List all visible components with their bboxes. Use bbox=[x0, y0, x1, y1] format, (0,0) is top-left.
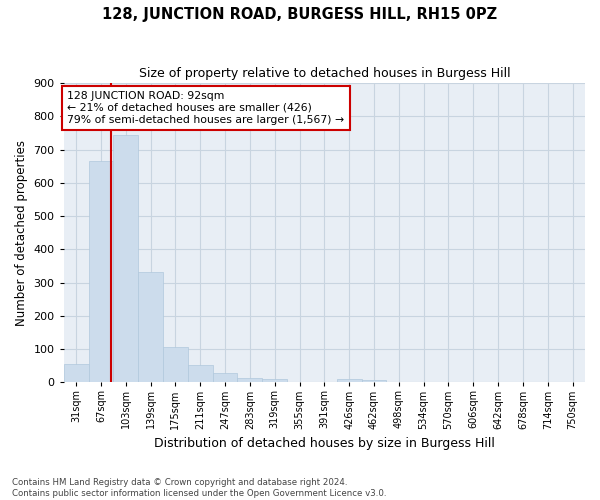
Text: 128 JUNCTION ROAD: 92sqm
← 21% of detached houses are smaller (426)
79% of semi-: 128 JUNCTION ROAD: 92sqm ← 21% of detach… bbox=[67, 92, 344, 124]
Bar bbox=[163, 347, 188, 382]
Text: 128, JUNCTION ROAD, BURGESS HILL, RH15 0PZ: 128, JUNCTION ROAD, BURGESS HILL, RH15 0… bbox=[103, 8, 497, 22]
Text: Contains HM Land Registry data © Crown copyright and database right 2024.
Contai: Contains HM Land Registry data © Crown c… bbox=[12, 478, 386, 498]
Bar bbox=[64, 364, 89, 382]
Bar bbox=[262, 380, 287, 382]
Bar bbox=[337, 379, 362, 382]
X-axis label: Distribution of detached houses by size in Burgess Hill: Distribution of detached houses by size … bbox=[154, 437, 495, 450]
Title: Size of property relative to detached houses in Burgess Hill: Size of property relative to detached ho… bbox=[139, 68, 510, 80]
Bar bbox=[113, 134, 138, 382]
Y-axis label: Number of detached properties: Number of detached properties bbox=[15, 140, 28, 326]
Bar bbox=[138, 272, 163, 382]
Bar bbox=[89, 161, 113, 382]
Bar bbox=[362, 380, 386, 382]
Bar bbox=[212, 374, 238, 382]
Bar bbox=[188, 365, 212, 382]
Bar bbox=[238, 378, 262, 382]
